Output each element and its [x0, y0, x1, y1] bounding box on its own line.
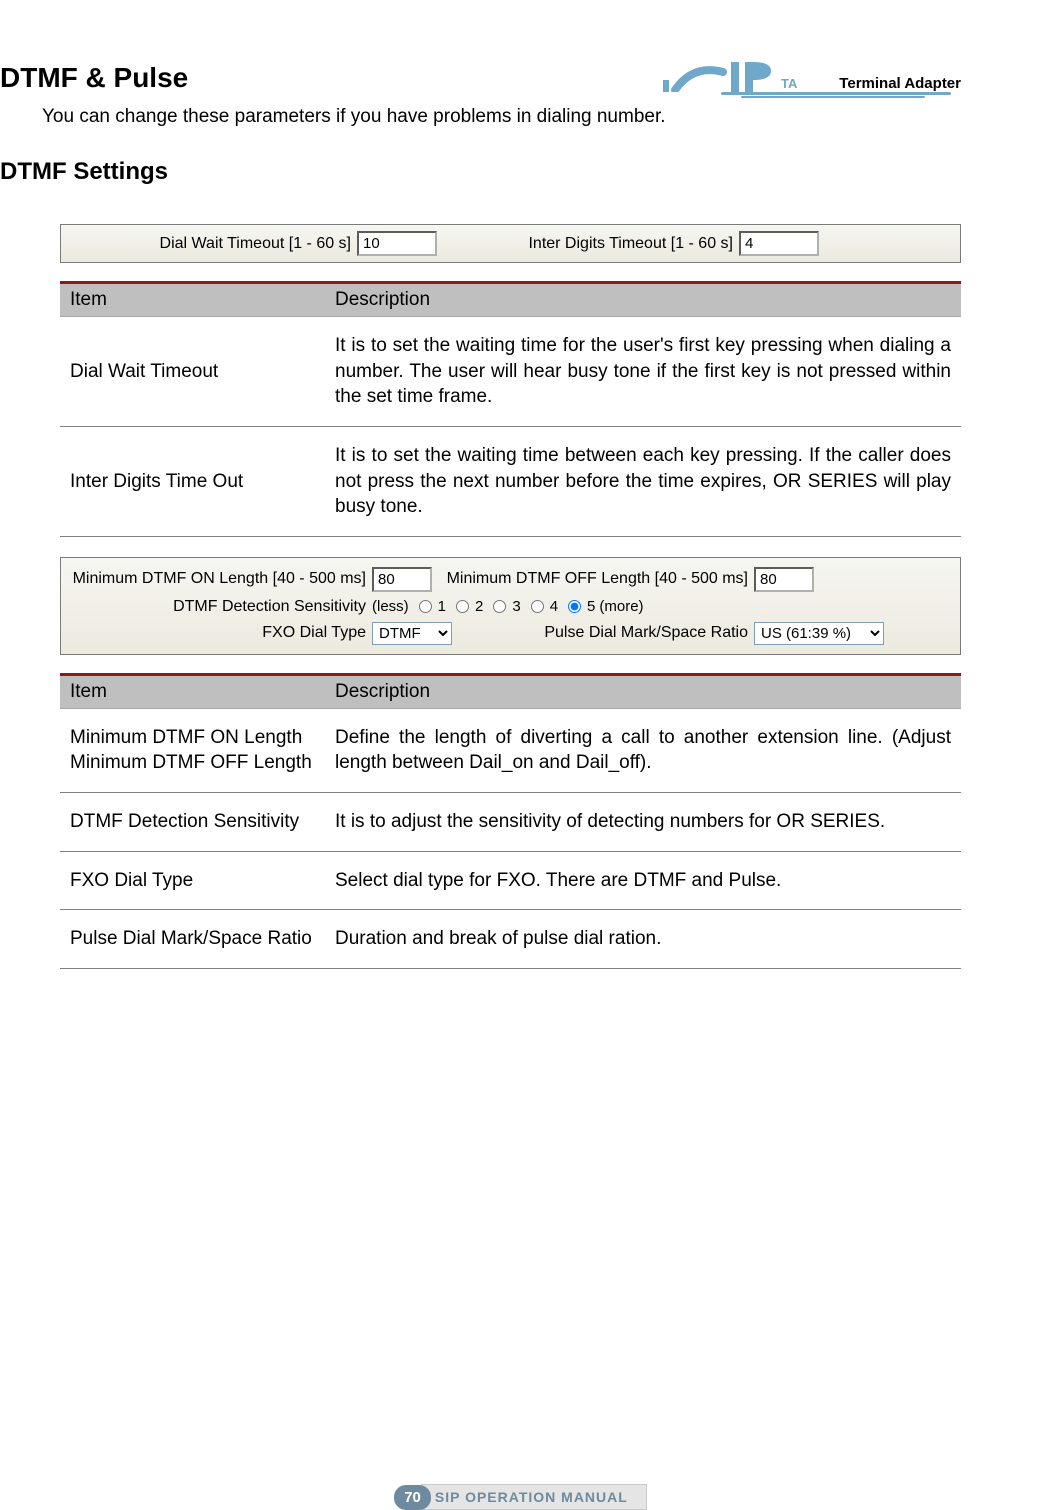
sensitivity-radio-3[interactable]	[493, 600, 506, 613]
inter-digits-input[interactable]	[739, 231, 819, 256]
page-number: 70	[394, 1485, 431, 1510]
fxo-label: FXO Dial Type	[71, 624, 366, 642]
table-head-desc: Description	[325, 283, 961, 317]
sensitivity-opt-label: 3	[512, 598, 520, 615]
dtmf-detail-table: Item Description Minimum DTMF ON Length …	[60, 673, 961, 969]
table-desc: Select dial type for FXO. There are DTMF…	[325, 851, 961, 910]
sip-logo-icon: TA	[663, 62, 833, 92]
dial-wait-input[interactable]	[357, 231, 437, 256]
table-row: Inter Digits Time Out It is to set the w…	[60, 426, 961, 536]
table-row: Dial Wait Timeout It is to set the waiti…	[60, 317, 961, 427]
sensitivity-radio-2[interactable]	[456, 600, 469, 613]
table-desc: Define the length of diverting a call to…	[325, 708, 961, 792]
sensitivity-radio-1[interactable]	[419, 600, 432, 613]
sensitivity-opt-label: 1	[438, 598, 446, 615]
min-off-label: Minimum DTMF OFF Length [40 - 500 ms]	[438, 570, 748, 588]
header-logo: TA Terminal Adapter	[663, 62, 961, 92]
table-item: Minimum DTMF ON Length Minimum DTMF OFF …	[60, 708, 325, 792]
table-item: Inter Digits Time Out	[60, 426, 325, 536]
pulse-ratio-select[interactable]: US (61:39 %)	[754, 622, 884, 645]
sensitivity-more: (more)	[599, 598, 643, 615]
svg-text:TA: TA	[781, 76, 798, 91]
table-row: Minimum DTMF ON Length Minimum DTMF OFF …	[60, 708, 961, 792]
table-item: FXO Dial Type	[60, 851, 325, 910]
footer-title: SIP OPERATION MANUAL	[421, 1484, 647, 1510]
table-item: DTMF Detection Sensitivity	[60, 793, 325, 852]
dtmf-timeout-panel: Dial Wait Timeout [1 - 60 s] Inter Digit…	[60, 224, 961, 263]
inter-digits-label: Inter Digits Timeout [1 - 60 s]	[443, 235, 733, 253]
table-row: FXO Dial Type Select dial type for FXO. …	[60, 851, 961, 910]
sensitivity-label: DTMF Detection Sensitivity	[71, 598, 366, 616]
brand-label: Terminal Adapter	[839, 75, 961, 92]
sensitivity-less: (less)	[372, 598, 409, 615]
table-row: Pulse Dial Mark/Space Ratio Duration and…	[60, 910, 961, 969]
min-off-input[interactable]	[754, 567, 814, 592]
sensitivity-radio-group: (less) 1 2 3 4 5 (more)	[372, 598, 644, 615]
page-footer: 70 SIP OPERATION MANUAL	[0, 1484, 1041, 1510]
sensitivity-opt-label: 2	[475, 598, 483, 615]
table-desc: Duration and break of pulse dial ration.	[325, 910, 961, 969]
table-desc: It is to adjust the sensitivity of detec…	[325, 793, 961, 852]
pulse-ratio-label: Pulse Dial Mark/Space Ratio	[458, 624, 748, 642]
table-head-item: Item	[60, 283, 325, 317]
sensitivity-opt-label: 5	[587, 598, 595, 615]
table-desc: It is to set the waiting time for the us…	[325, 317, 961, 427]
subsection-heading: DTMF Settings	[0, 158, 1003, 186]
table-row: DTMF Detection Sensitivity It is to adju…	[60, 793, 961, 852]
table-desc: It is to set the waiting time between ea…	[325, 426, 961, 536]
dtmf-detail-panel: Minimum DTMF ON Length [40 - 500 ms] Min…	[60, 557, 961, 655]
dial-wait-label: Dial Wait Timeout [1 - 60 s]	[71, 235, 351, 253]
table-head-desc: Description	[325, 674, 961, 708]
table-head-item: Item	[60, 674, 325, 708]
sensitivity-radio-5[interactable]	[568, 600, 581, 613]
sensitivity-radio-4[interactable]	[531, 600, 544, 613]
min-on-input[interactable]	[372, 567, 432, 592]
min-on-label: Minimum DTMF ON Length [40 - 500 ms]	[71, 570, 366, 588]
sensitivity-opt-label: 4	[550, 598, 558, 615]
table-item: Pulse Dial Mark/Space Ratio	[60, 910, 325, 969]
dtmf-timeout-table: Item Description Dial Wait Timeout It is…	[60, 281, 961, 537]
table-item: Dial Wait Timeout	[60, 317, 325, 427]
intro-text: You can change these parameters if you h…	[42, 106, 1003, 128]
fxo-select[interactable]: DTMF	[372, 622, 452, 645]
logo-underline	[721, 92, 951, 98]
